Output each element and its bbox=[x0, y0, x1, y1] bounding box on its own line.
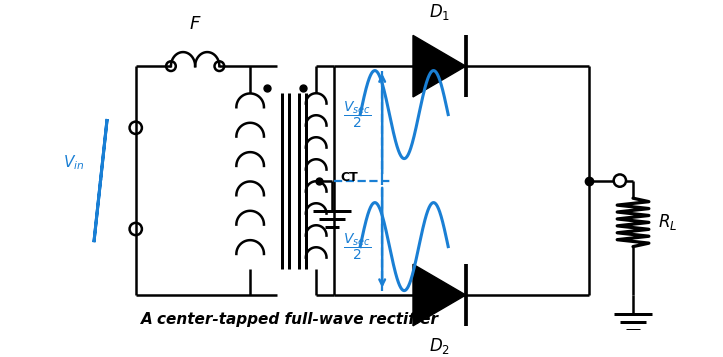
Text: $R_L$: $R_L$ bbox=[658, 212, 677, 232]
Polygon shape bbox=[413, 264, 466, 326]
Text: $D_1$: $D_1$ bbox=[429, 2, 450, 22]
Text: $\dfrac{V_{sec}}{2}$: $\dfrac{V_{sec}}{2}$ bbox=[343, 99, 371, 130]
Text: A center-tapped full-wave rectifier: A center-tapped full-wave rectifier bbox=[141, 312, 439, 327]
Polygon shape bbox=[413, 35, 466, 97]
Text: $D_2$: $D_2$ bbox=[429, 336, 450, 356]
Text: $\dfrac{V_{sec}}{2}$: $\dfrac{V_{sec}}{2}$ bbox=[343, 231, 371, 262]
Text: $F$: $F$ bbox=[189, 15, 202, 33]
Text: CT: CT bbox=[341, 171, 359, 185]
Text: $V_{in}$: $V_{in}$ bbox=[64, 154, 85, 172]
